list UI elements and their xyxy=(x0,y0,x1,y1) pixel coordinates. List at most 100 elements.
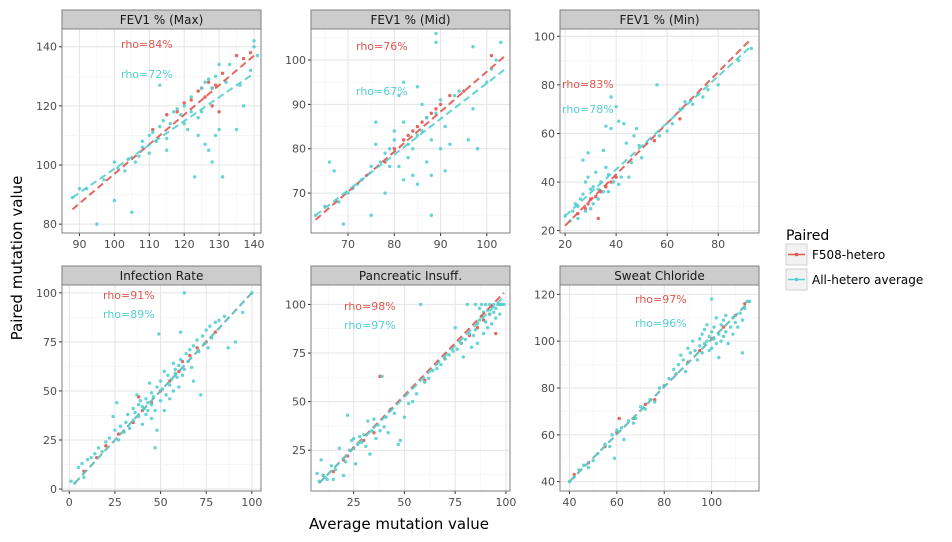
data-point xyxy=(164,393,168,397)
x-tick-label: 70 xyxy=(341,238,355,251)
data-point xyxy=(151,127,155,132)
data-point xyxy=(594,194,598,199)
x-tick-label: 90 xyxy=(72,238,86,251)
data-point xyxy=(401,120,406,124)
data-point xyxy=(398,438,403,443)
data-point xyxy=(366,419,370,423)
data-point xyxy=(740,351,745,355)
data-point xyxy=(473,327,478,332)
data-point xyxy=(93,452,97,456)
data-point xyxy=(353,462,358,466)
data-point xyxy=(423,380,427,384)
data-point xyxy=(705,323,709,327)
data-point xyxy=(487,312,492,316)
data-point xyxy=(127,426,132,430)
data-point xyxy=(217,110,221,114)
panel-border xyxy=(310,28,511,234)
rho-annotation: rho=76% xyxy=(356,40,408,53)
data-point xyxy=(414,392,419,396)
data-point xyxy=(382,425,386,429)
data-point xyxy=(629,160,634,165)
fit-line-all-hetero-average xyxy=(71,72,255,199)
data-point xyxy=(234,53,239,58)
fit-line-f508-hetero xyxy=(71,54,255,211)
data-point xyxy=(178,357,183,362)
facet-panel-6: Sweat Chloride 40 60 80 100 40 60 80 100 120 rho=9… xyxy=(534,265,760,509)
data-point xyxy=(738,311,742,315)
data-point xyxy=(415,182,420,186)
data-point xyxy=(731,332,735,336)
data-point xyxy=(135,393,139,397)
data-point xyxy=(177,385,181,389)
data-point xyxy=(144,397,148,401)
data-point xyxy=(171,361,176,366)
data-point xyxy=(85,457,90,462)
data-point xyxy=(153,408,157,413)
data-point xyxy=(485,326,490,330)
x-tick-label: 0 xyxy=(66,496,73,509)
x-tick-label: 60 xyxy=(610,496,624,509)
y-axis-label: Paired mutation value xyxy=(8,176,26,341)
facet-title: FEV1 % (Max) xyxy=(120,13,204,27)
x-tick-label: 75 xyxy=(448,496,462,509)
data-point xyxy=(210,86,214,90)
data-point xyxy=(657,134,662,138)
y-tick-label: 100 xyxy=(36,159,57,172)
data-point xyxy=(131,418,135,423)
data-point xyxy=(346,191,350,195)
data-point xyxy=(571,209,575,213)
data-point xyxy=(616,182,621,187)
data-point xyxy=(714,316,719,320)
data-point xyxy=(374,436,378,441)
panel-border xyxy=(61,284,262,492)
data-point xyxy=(213,133,218,138)
data-point xyxy=(455,347,459,351)
data-point xyxy=(588,187,593,191)
data-point xyxy=(609,95,613,99)
data-point xyxy=(182,101,186,105)
data-point xyxy=(424,160,429,164)
x-tick-label: 60 xyxy=(660,238,674,251)
data-point xyxy=(624,141,629,145)
data-point xyxy=(241,56,246,61)
data-point xyxy=(453,326,457,330)
data-point xyxy=(116,432,121,436)
y-tick-label: 100 xyxy=(36,287,57,300)
data-point xyxy=(604,165,608,170)
data-point xyxy=(459,341,463,346)
data-point xyxy=(489,53,494,58)
data-point xyxy=(429,173,434,178)
data-point xyxy=(115,401,119,405)
data-point xyxy=(82,475,86,479)
data-point xyxy=(345,413,350,417)
data-point xyxy=(700,351,704,355)
data-point xyxy=(123,169,127,173)
data-point xyxy=(615,428,619,432)
panel-border xyxy=(559,284,760,492)
data-point xyxy=(147,381,152,385)
data-point xyxy=(222,314,227,319)
data-point xyxy=(749,46,754,51)
data-point xyxy=(112,160,117,164)
data-point xyxy=(319,458,323,462)
data-point xyxy=(719,323,723,327)
data-point xyxy=(213,83,218,87)
panel-background xyxy=(311,29,510,233)
data-point xyxy=(136,402,141,407)
data-point xyxy=(672,367,676,371)
facet-panel-3: FEV1 % (Min) 20 40 60 80 20 40 60 80 100 rho=83% rh… xyxy=(534,9,760,251)
data-point xyxy=(498,312,502,316)
fit-line-all-hetero-average xyxy=(568,300,751,483)
data-point xyxy=(401,138,406,142)
data-point xyxy=(683,369,688,374)
data-point xyxy=(182,104,186,108)
data-point xyxy=(690,339,695,343)
data-point xyxy=(679,353,683,357)
data-point xyxy=(69,479,73,483)
data-point xyxy=(655,83,659,87)
data-point xyxy=(179,113,183,117)
y-tick-label: 120 xyxy=(534,288,555,301)
data-point xyxy=(392,147,397,151)
data-point xyxy=(401,80,406,84)
x-tick-label: 25 xyxy=(347,496,361,509)
